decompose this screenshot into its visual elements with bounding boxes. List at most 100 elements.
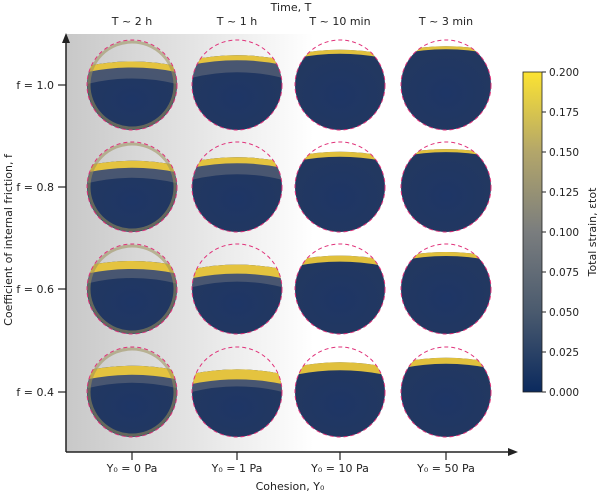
material-body bbox=[192, 55, 282, 130]
strain-band bbox=[295, 151, 385, 162]
strain-panel bbox=[400, 141, 492, 233]
strain-band bbox=[401, 46, 491, 55]
strain-panels bbox=[86, 39, 492, 438]
material-body bbox=[295, 362, 385, 437]
strain-band bbox=[401, 252, 491, 261]
initial-outline bbox=[86, 346, 178, 438]
y-axis-arrow bbox=[62, 33, 70, 43]
cohesion-label: Y₀ = 10 Pa bbox=[310, 462, 369, 475]
colorbar-tick-label: 0.025 bbox=[549, 347, 579, 359]
edge-strain bbox=[87, 142, 177, 232]
initial-outline bbox=[294, 39, 386, 131]
strain-band bbox=[87, 61, 177, 73]
colorbar-tick-label: 0.050 bbox=[549, 307, 579, 319]
strain-panel bbox=[86, 346, 178, 438]
strain-panel bbox=[191, 346, 283, 438]
initial-outline bbox=[191, 39, 283, 131]
strain-panel bbox=[400, 346, 492, 438]
axes bbox=[62, 33, 518, 456]
strain-panel bbox=[294, 39, 386, 131]
initial-outline bbox=[191, 346, 283, 438]
strain-panel bbox=[294, 141, 386, 233]
initial-outline bbox=[86, 141, 178, 233]
cohesion-label: Y₀ = 50 Pa bbox=[416, 462, 475, 475]
left-axis-label: Coefficient of internal friction, f bbox=[2, 153, 15, 326]
top-axis-label: Time, T bbox=[270, 1, 312, 14]
strain-panel bbox=[191, 141, 283, 233]
friction-label: f = 0.8 bbox=[16, 181, 54, 194]
initial-outline bbox=[400, 141, 492, 233]
strain-panel bbox=[86, 243, 178, 335]
friction-label: f = 1.0 bbox=[16, 79, 54, 92]
strain-band bbox=[87, 365, 177, 380]
strain-panel bbox=[400, 39, 492, 131]
time-label: T ~ 3 min bbox=[418, 15, 473, 28]
colorbar-tick-label: 0.100 bbox=[549, 227, 579, 239]
colorbar-tick-label: 0.150 bbox=[549, 147, 579, 159]
strain-panel bbox=[294, 346, 386, 438]
strain-band bbox=[192, 369, 282, 385]
strain-band bbox=[295, 49, 385, 59]
strain-panel bbox=[294, 243, 386, 335]
strain-panel bbox=[86, 141, 178, 233]
strain-band bbox=[401, 357, 491, 369]
colorbar: 0.000 0.025 0.050 0.075 0.100 0.125 0.150 0.175… bbox=[522, 67, 599, 399]
initial-outline bbox=[86, 243, 178, 335]
material-body bbox=[401, 357, 491, 437]
colorbar-tick-label: 0.200 bbox=[549, 67, 579, 79]
strain-band bbox=[192, 264, 282, 279]
time-label: T ~ 1 h bbox=[216, 15, 257, 28]
colorbar-tick-label: 0.075 bbox=[549, 267, 579, 279]
edge-strain bbox=[87, 347, 177, 437]
material-body bbox=[401, 252, 491, 334]
colorbar-label: Total strain, εtot bbox=[586, 187, 599, 278]
initial-outline bbox=[191, 141, 283, 233]
strain-band bbox=[192, 157, 282, 169]
colorbar-tick-label: 0.000 bbox=[549, 387, 579, 399]
cohesion-label: Y₀ = 0 Pa bbox=[106, 462, 158, 475]
colorbar-ticks: 0.000 0.025 0.050 0.075 0.100 0.125 0.150 0.175… bbox=[542, 67, 579, 399]
material-body bbox=[87, 261, 177, 334]
time-label: T ~ 2 h bbox=[111, 15, 152, 28]
colorbar-tick-label: 0.125 bbox=[549, 187, 579, 199]
strain-band bbox=[87, 160, 177, 173]
friction-labels: f = 1.0 f = 0.8 f = 0.6 f = 0.4 bbox=[16, 79, 54, 399]
time-labels: T ~ 2 h T ~ 1 h T ~ 10 min T ~ 3 min bbox=[111, 15, 473, 28]
friction-label: f = 0.6 bbox=[16, 283, 54, 296]
bottom-axis-label: Cohesion, Y₀ bbox=[256, 480, 325, 493]
material-body bbox=[295, 255, 385, 334]
strain-panel bbox=[86, 39, 178, 131]
colorbar-tick-label: 0.175 bbox=[549, 107, 579, 119]
initial-outline bbox=[86, 39, 178, 131]
strain-panel bbox=[191, 39, 283, 131]
material-body bbox=[295, 49, 385, 130]
edge-strain bbox=[87, 40, 177, 130]
strain-panel bbox=[400, 243, 492, 335]
material-body bbox=[192, 157, 282, 232]
strain-band bbox=[295, 362, 385, 376]
initial-outline bbox=[294, 346, 386, 438]
axis-ticks bbox=[58, 84, 447, 460]
strain-band bbox=[192, 55, 282, 66]
strain-band bbox=[401, 149, 491, 158]
cohesion-labels: Y₀ = 0 Pa Y₀ = 1 Pa Y₀ = 10 Pa Y₀ = 50 Pa bbox=[106, 462, 475, 475]
colorbar-gradient bbox=[522, 71, 543, 393]
x-axis-arrow bbox=[508, 448, 518, 456]
material-body bbox=[401, 149, 491, 232]
initial-outline bbox=[294, 141, 386, 233]
initial-outline bbox=[400, 39, 492, 131]
initial-outline bbox=[191, 243, 283, 335]
friction-label: f = 0.4 bbox=[16, 386, 54, 399]
strain-band bbox=[87, 261, 177, 274]
cohesion-label: Y₀ = 1 Pa bbox=[211, 462, 263, 475]
material-body bbox=[401, 46, 491, 130]
strain-band bbox=[295, 255, 385, 267]
material-body bbox=[295, 151, 385, 232]
initial-outline bbox=[400, 243, 492, 335]
strain-panel bbox=[191, 243, 283, 335]
time-label: T ~ 10 min bbox=[308, 15, 370, 28]
initial-outline bbox=[294, 243, 386, 335]
edge-strain bbox=[87, 244, 177, 334]
initial-outline bbox=[400, 346, 492, 438]
